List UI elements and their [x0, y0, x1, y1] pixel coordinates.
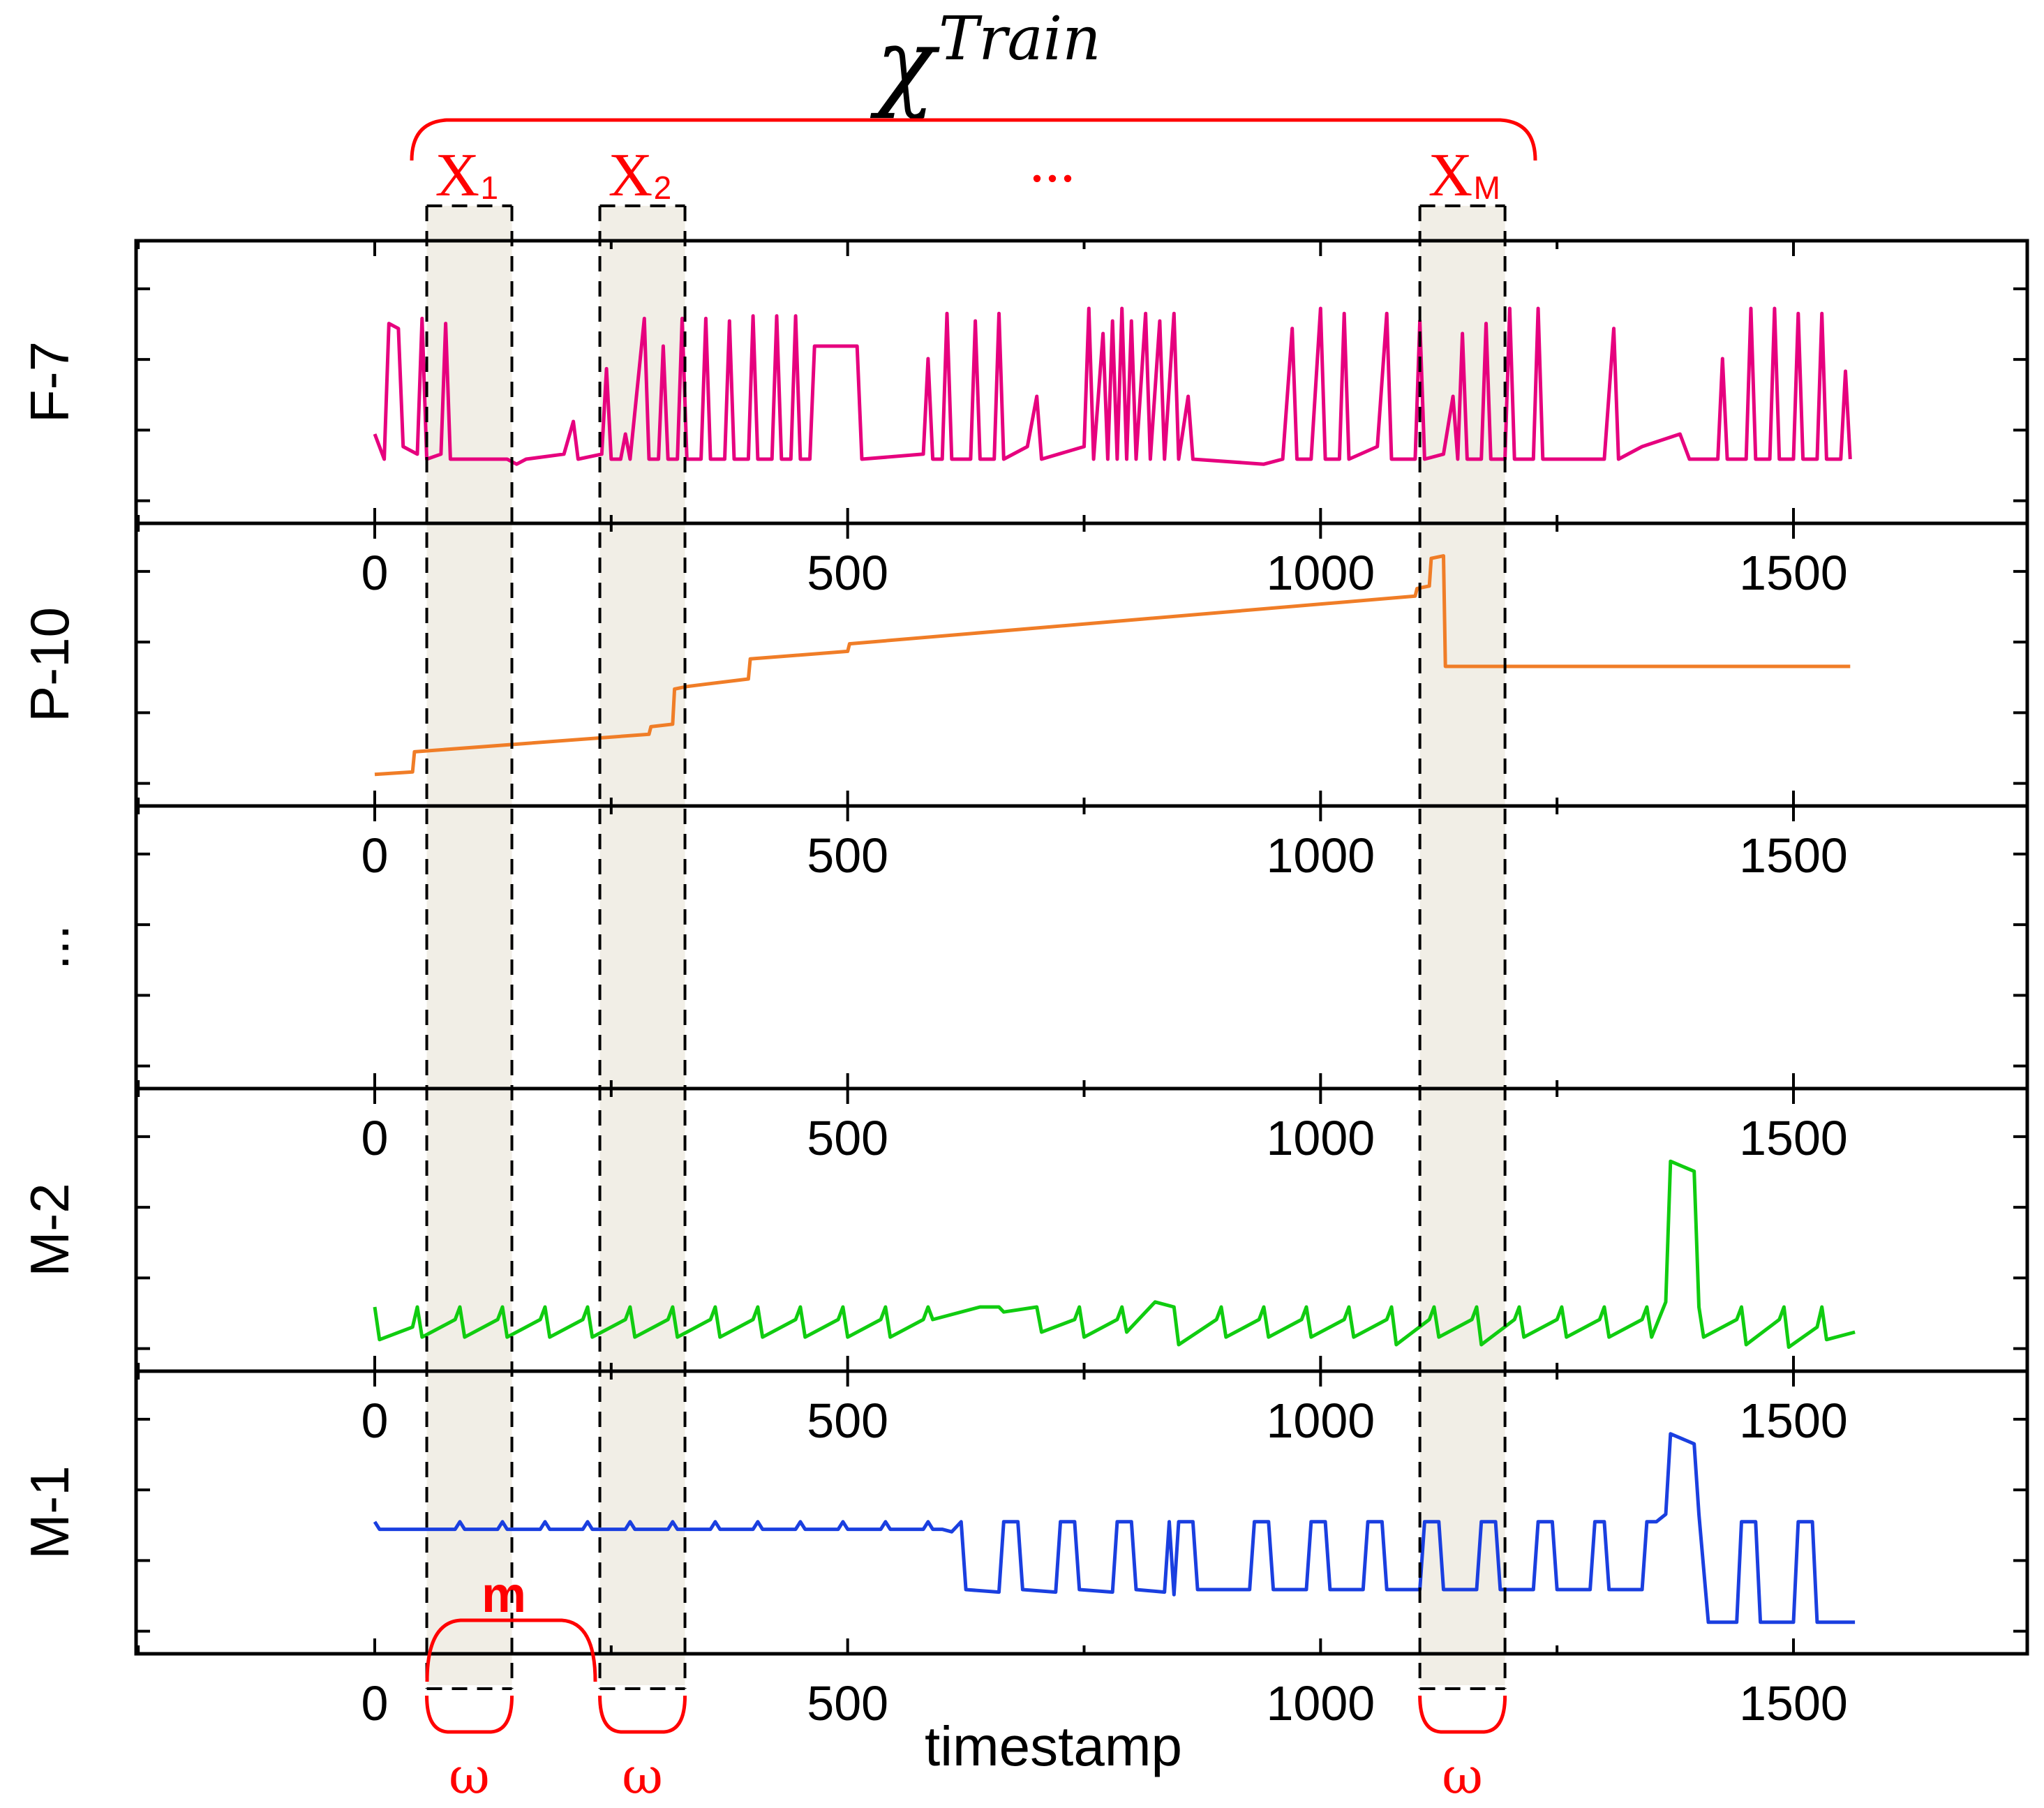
window-size-label-2: ω	[622, 1747, 663, 1805]
x-tick-label: 500	[807, 1111, 888, 1165]
ellipsis-label: ...	[1029, 128, 1075, 195]
panel-label-1: F-7	[19, 341, 80, 423]
panel-label-5: M-1	[19, 1465, 80, 1559]
window-shade-1	[426, 206, 512, 1685]
x-tick-label: 1500	[1739, 1676, 1848, 1731]
window-label-2: X	[609, 142, 653, 209]
window-size-label-3: ω	[1442, 1747, 1483, 1805]
x-tick-label: 1500	[1739, 1394, 1848, 1448]
x-tick-label: 500	[807, 1676, 888, 1731]
panel-4: 0 500 1000 1500 M-2	[19, 1086, 2029, 1448]
x-tick-label: 500	[807, 828, 888, 883]
window-size-label-1: ω	[449, 1747, 490, 1805]
window-size-brace-2	[598, 1695, 687, 1734]
x-tick-label: 1000	[1266, 828, 1375, 883]
series-m2	[373, 1159, 1856, 1350]
panel-2: 0 500 1000 1500 P-10	[19, 521, 2029, 883]
window-2	[598, 204, 687, 1690]
x-axis-label: timestamp	[925, 1715, 1182, 1777]
x-tick-label: 1500	[1739, 828, 1848, 883]
panel-3: 0 500 1000 1500...	[19, 804, 2029, 1165]
x-tick-label: 1500	[1739, 546, 1848, 600]
window-subscript-1: 1	[481, 170, 499, 206]
window-label-1: X	[435, 142, 480, 209]
series-f7	[373, 306, 1852, 466]
window-size-brace-3	[1418, 1695, 1507, 1734]
x-tick-label: 0	[361, 1394, 389, 1448]
window-shade-3	[1419, 206, 1505, 1685]
x-tick-label: 500	[807, 546, 888, 600]
title-superscript: Train	[939, 4, 1101, 74]
window-3	[1418, 204, 1507, 1690]
series-p10	[374, 554, 1851, 777]
panel-5: 0 500 1000 1500 M-1	[19, 1369, 2029, 1731]
chart-title: χ Train	[870, 4, 1101, 121]
panel-label-2: P-10	[19, 607, 80, 722]
step-label: m	[482, 1567, 526, 1623]
x-tick-label: 1000	[1266, 1394, 1375, 1448]
step-bracket	[425, 1618, 597, 1682]
windows-layer	[426, 206, 1505, 1685]
window-1	[425, 204, 514, 1690]
train-brace	[410, 118, 1537, 161]
panel-frame	[134, 1369, 2029, 1656]
panel-label-4: M-2	[19, 1183, 80, 1276]
window-size-brace-1	[425, 1695, 514, 1734]
labels-layer: X 1ωX 2ωX Mω	[425, 142, 1507, 1805]
x-tick-label: 1500	[1739, 1111, 1848, 1165]
window-subscript-2: 2	[654, 170, 672, 206]
window-subscript-3: M	[1474, 170, 1500, 206]
x-tick-label: 0	[361, 1676, 389, 1731]
series-m1	[373, 1432, 1856, 1624]
x-tick-label: 1000	[1266, 546, 1375, 600]
panels-layer: 0 500 1000 1500 F-7 0 500 1000 1500 P-10 0 500 1000 1…	[19, 239, 2029, 1731]
panel-label-3: ...	[19, 925, 80, 970]
x-tick-label: 0	[361, 1111, 389, 1165]
series-layer	[373, 306, 1856, 1624]
window-borders-layer	[425, 204, 1507, 1690]
window-shade-2	[599, 206, 685, 1685]
x-tick-label: 0	[361, 546, 389, 600]
x-tick-label: 1000	[1266, 1676, 1375, 1731]
title-symbol: χ	[870, 8, 940, 121]
x-tick-label: 0	[361, 828, 389, 883]
window-label-3: X	[1428, 142, 1473, 209]
x-tick-label: 1000	[1266, 1111, 1375, 1165]
x-tick-label: 500	[807, 1394, 888, 1448]
